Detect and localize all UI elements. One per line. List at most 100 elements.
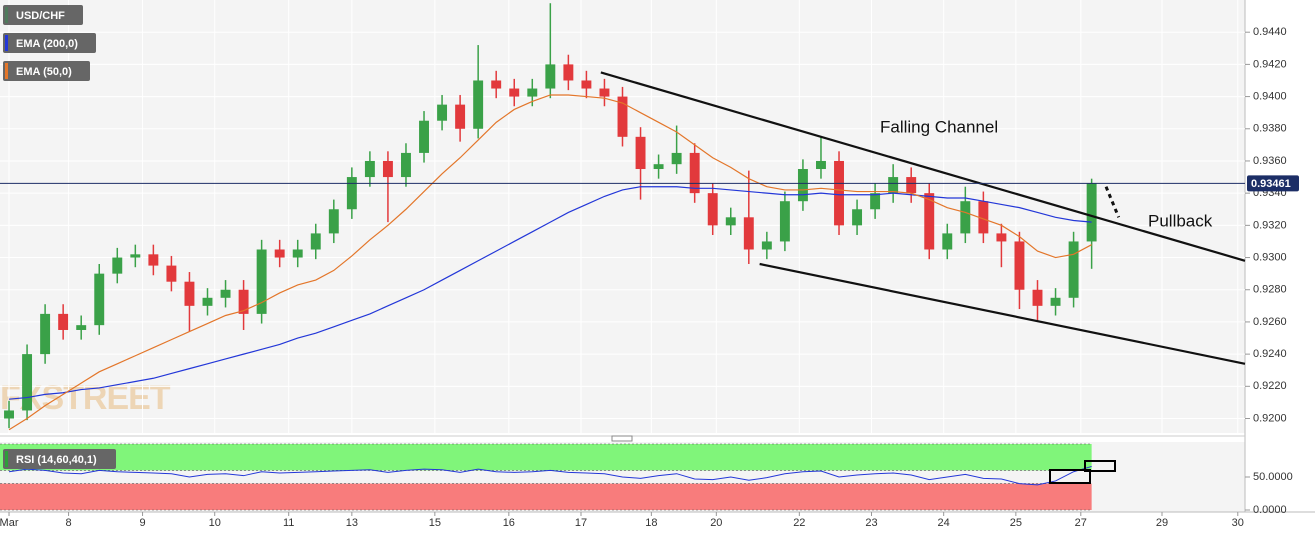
candle-body <box>130 254 141 258</box>
x-tick-label: 25 <box>1010 517 1022 529</box>
candle-body <box>617 96 628 137</box>
candle-body <box>1032 289 1043 306</box>
candle-body <box>1014 241 1025 290</box>
legend-label: EMA (200,0) <box>16 38 78 50</box>
candle-body <box>1068 241 1079 298</box>
annotation: Falling Channel <box>880 117 998 136</box>
highlight-box <box>1049 469 1091 484</box>
candle-body <box>364 160 375 178</box>
x-tick-label: 15 <box>429 517 441 529</box>
last-price-box <box>1247 175 1299 192</box>
candle-body <box>870 193 881 210</box>
last-price-label: 0.93461 <box>1251 178 1291 190</box>
trendline <box>600 71 1246 262</box>
x-tick-label: 9 <box>139 517 145 529</box>
candle-body <box>563 64 574 81</box>
y-tick-label: 0.9280 <box>1253 284 1287 296</box>
y-tick-label: 0.9220 <box>1253 380 1287 392</box>
legend-swatch <box>5 35 8 51</box>
candle-body <box>653 164 664 170</box>
x-tick-label: 16 <box>503 517 515 529</box>
y-tick-label: 0.9320 <box>1253 219 1287 231</box>
y-tick-label: 0.9440 <box>1253 26 1287 38</box>
x-tick-label: 13 <box>346 517 358 529</box>
legend-swatch <box>5 451 8 467</box>
candle-body <box>401 152 411 178</box>
x-tick-label: 17 <box>575 517 587 529</box>
candle-body <box>166 265 177 282</box>
x-tick-label: 10 <box>209 517 221 529</box>
trendline <box>759 262 1246 365</box>
candle-body <box>797 169 808 202</box>
ema-line <box>8 186 1092 400</box>
candle-body <box>148 254 159 266</box>
x-tick-label: 29 <box>1156 517 1168 529</box>
candle-body <box>220 289 231 298</box>
candle-body <box>779 201 790 242</box>
candle-body <box>816 160 826 170</box>
legend-box <box>3 449 116 469</box>
candle-body <box>292 249 303 258</box>
candle-body <box>256 249 267 314</box>
x-tick-label: 20 <box>710 517 722 529</box>
legend-label: USD/CHF <box>16 10 65 22</box>
rsi-band <box>0 483 1092 510</box>
candle-body <box>40 313 51 355</box>
candle-body <box>58 313 69 330</box>
candle-body <box>238 289 249 314</box>
x-tick-label: 23 <box>865 517 877 529</box>
legend-swatch <box>5 63 8 79</box>
y-tick-label: 0.9420 <box>1253 58 1287 70</box>
candle-body <box>328 209 339 234</box>
candle-body <box>22 354 33 411</box>
candle-body <box>473 80 484 129</box>
legend-box <box>3 33 96 53</box>
candle-body <box>581 80 592 89</box>
candle-body <box>924 193 935 250</box>
highlight-box <box>1084 460 1116 472</box>
candle-body <box>707 193 718 226</box>
candle-body <box>112 257 123 274</box>
candle-body <box>346 177 357 210</box>
candle-body <box>942 233 953 250</box>
candle-body <box>527 88 538 97</box>
trendline <box>1104 186 1121 218</box>
candle-body <box>743 217 754 250</box>
candle-body <box>76 325 87 330</box>
y-tick-label: 0.9240 <box>1253 348 1287 360</box>
x-tick-label: 8 <box>66 517 72 529</box>
candle-body <box>599 88 610 97</box>
candle-body <box>1086 183 1097 242</box>
candle-body <box>545 64 556 89</box>
candle-body <box>509 88 520 97</box>
x-tick-label: 30 <box>1232 517 1244 529</box>
candle-body <box>761 241 772 250</box>
legend-label: EMA (50,0) <box>16 66 72 78</box>
candle-body <box>852 209 863 226</box>
candle-body <box>491 80 502 89</box>
candle-body <box>94 273 105 326</box>
y-tick-label: 0.9400 <box>1253 90 1287 102</box>
x-tick-label: 27 <box>1075 517 1087 529</box>
candle-body <box>725 217 736 226</box>
candle-body <box>906 177 917 194</box>
legend-box <box>3 5 83 25</box>
candle-body <box>888 177 899 194</box>
ema-line <box>8 94 1092 431</box>
candle-body <box>834 160 844 226</box>
resize-handle[interactable] <box>611 435 633 442</box>
candle-body <box>689 152 700 194</box>
legend-swatch <box>5 7 8 23</box>
annotation: Pullback <box>1148 211 1213 230</box>
candle-body <box>455 104 466 129</box>
y-tick-label: 0.0000 <box>1253 504 1287 516</box>
candle-body <box>382 160 393 178</box>
candle-body <box>4 410 14 419</box>
y-tick-label: 50.0000 <box>1253 471 1293 483</box>
candle-body <box>978 201 989 234</box>
rsi-band <box>0 444 1092 471</box>
candle-body <box>184 281 195 306</box>
candle-body <box>437 104 448 121</box>
candle-body <box>202 297 213 306</box>
